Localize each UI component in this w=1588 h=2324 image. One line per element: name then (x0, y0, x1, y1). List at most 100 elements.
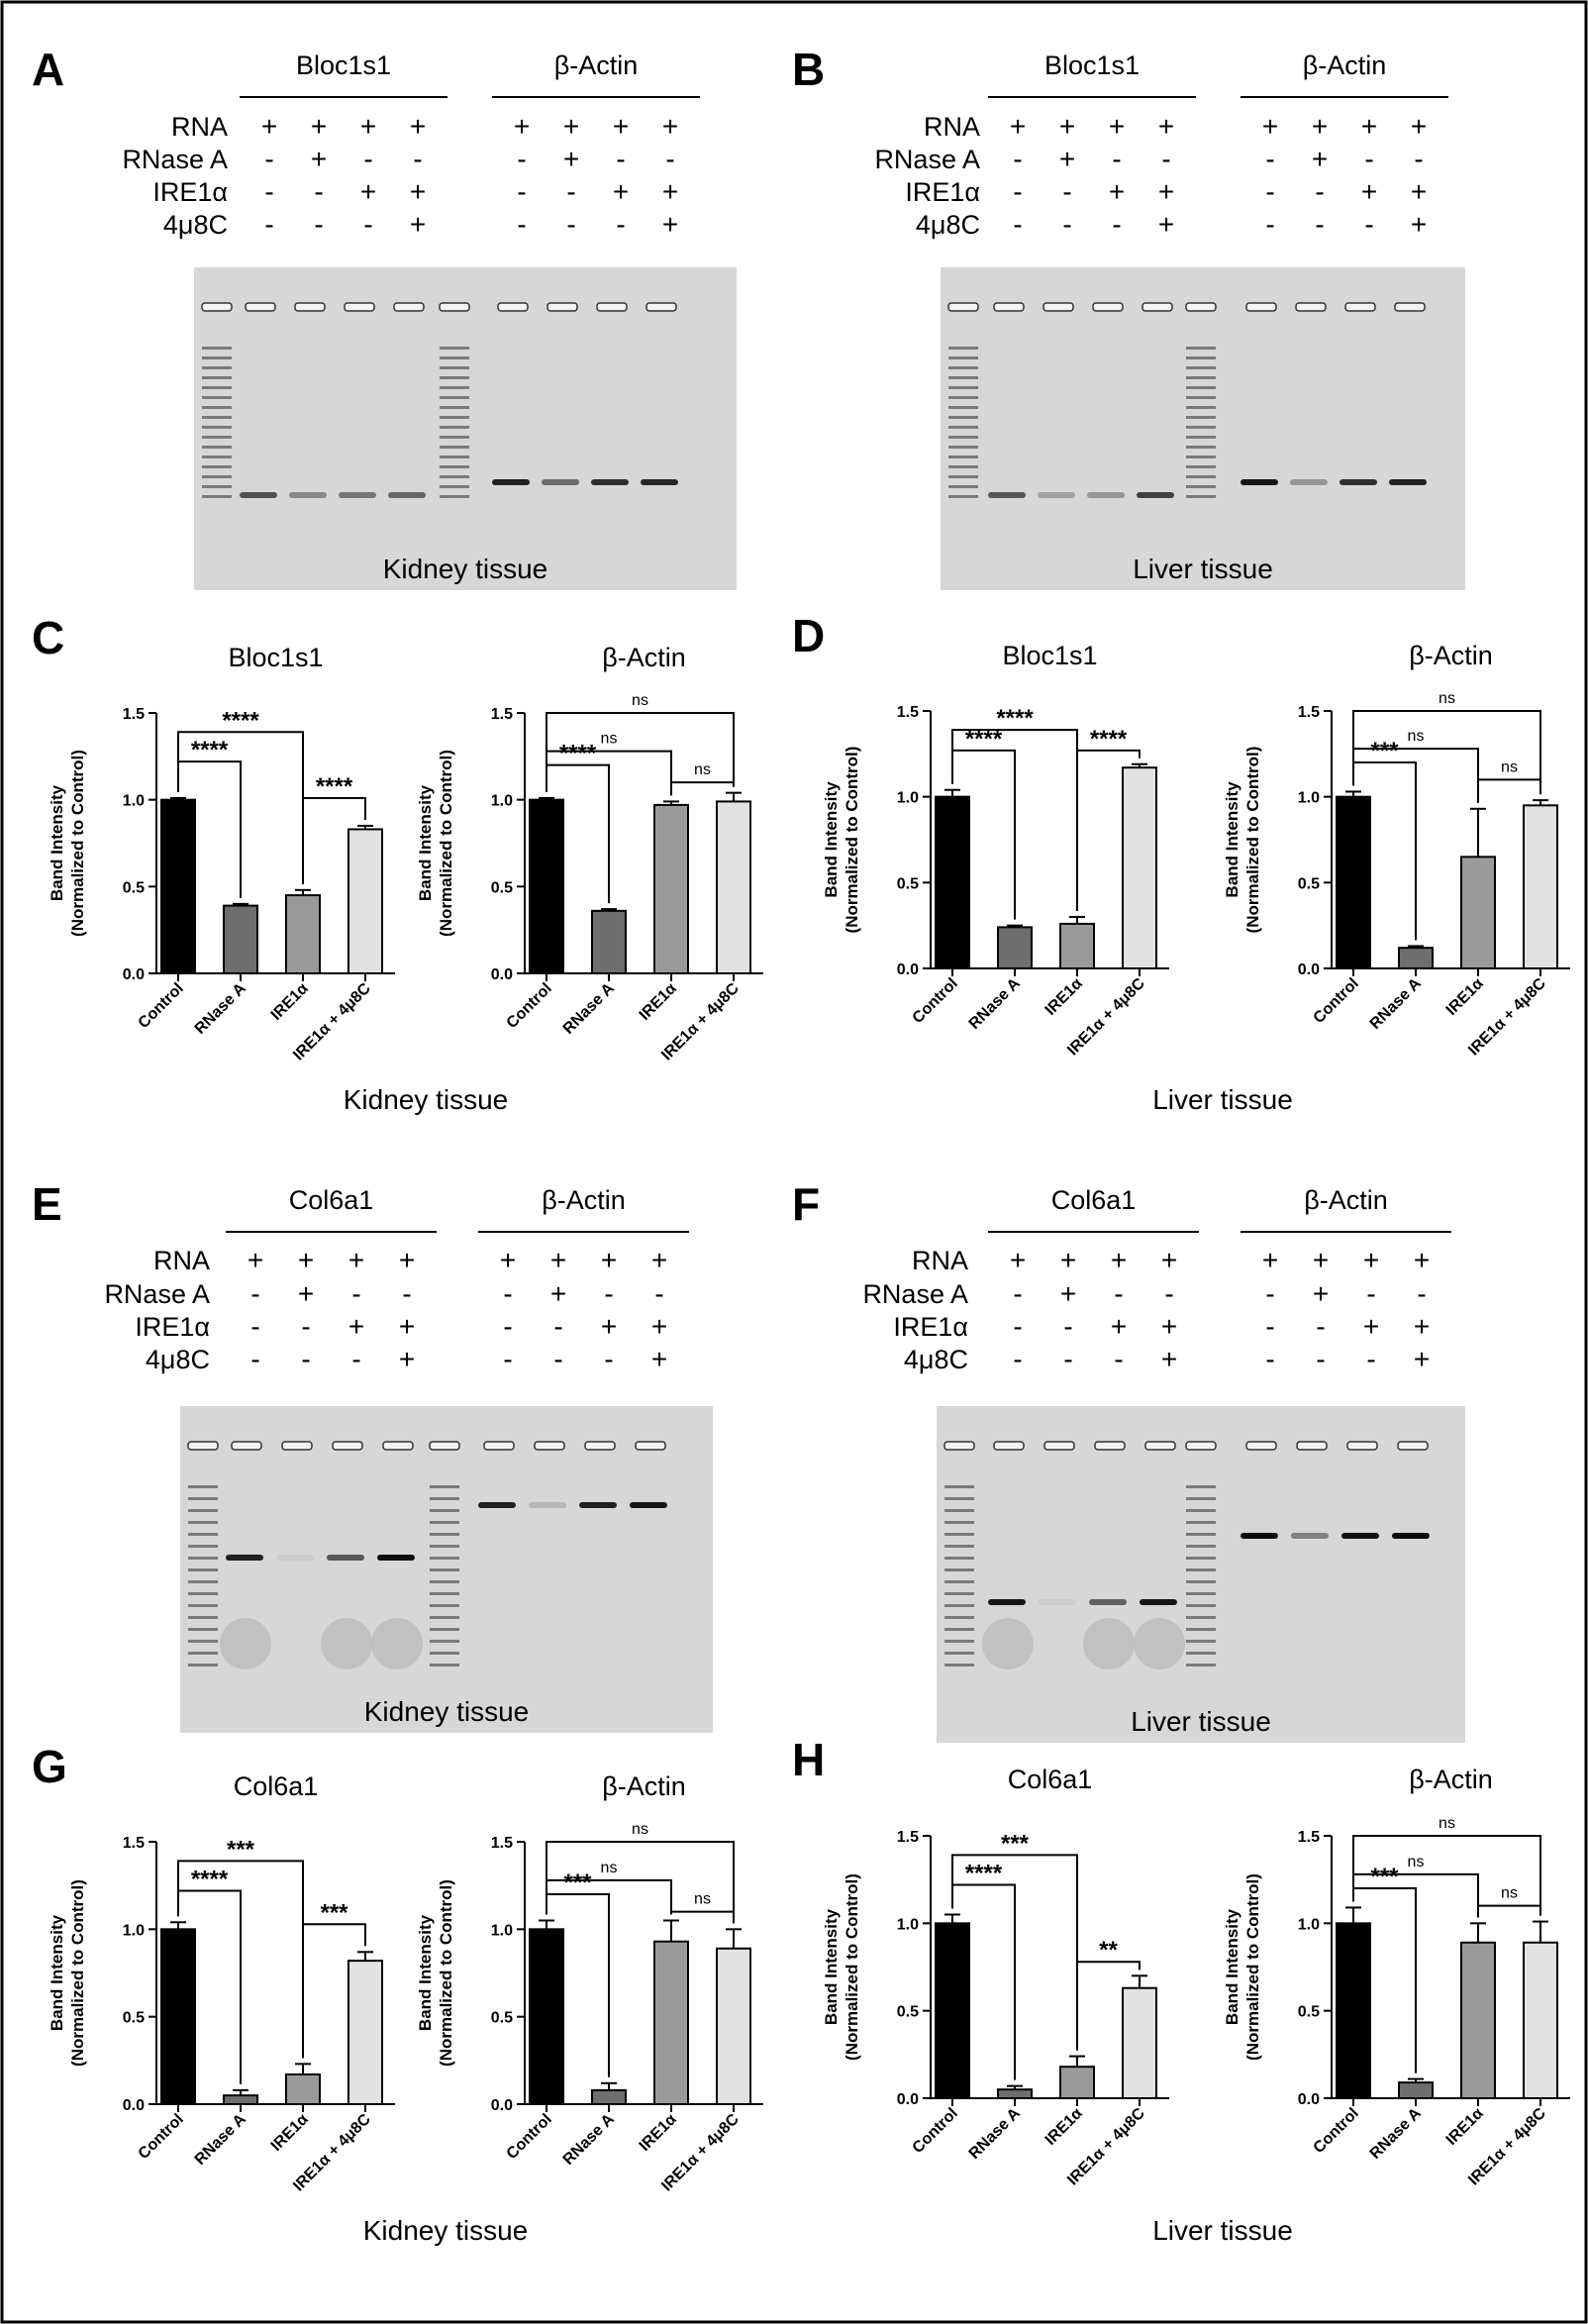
bar (1122, 766, 1157, 970)
ladder-band (1186, 1509, 1216, 1512)
gel-target-header: Col6a1 (1051, 1185, 1137, 1215)
y-axis-label-line: Band Intensity (1223, 1908, 1241, 2025)
tissue-caption: Kidney tissue (363, 2215, 529, 2246)
condition-sign: - (604, 1344, 613, 1374)
gel-well (1397, 1441, 1429, 1451)
condition-sign: + (399, 1344, 415, 1374)
condition-sign: + (1060, 1245, 1076, 1275)
condition-sign: - (301, 1311, 310, 1342)
y-tick-label: 0.0 (123, 2097, 145, 2114)
ladder-band (948, 366, 978, 369)
gel-smear (1083, 1618, 1135, 1669)
condition-sign: - (665, 144, 674, 174)
condition-sign: - (1364, 209, 1373, 240)
ladder-band (1186, 1521, 1216, 1524)
chart-title: β-Actin (602, 1771, 686, 1801)
condition-sign: + (1111, 1311, 1127, 1342)
gel-well (429, 1441, 460, 1451)
condition-sign: + (1361, 111, 1377, 142)
condition-sign: - (503, 1278, 512, 1309)
ladder-band (948, 386, 978, 389)
bar (1336, 795, 1371, 970)
condition-sign: + (662, 209, 678, 240)
significance-label: *** (1370, 738, 1399, 764)
condition-sign: + (1312, 144, 1328, 174)
ladder-band (188, 1580, 218, 1583)
ladder-band (440, 386, 469, 389)
gel-target-header: Col6a1 (289, 1185, 374, 1215)
gel-control-header: β-Actin (542, 1185, 626, 1215)
condition-label: RNA (171, 112, 228, 142)
condition-sign: - (264, 144, 273, 174)
bar (935, 1922, 970, 2100)
condition-sign: + (1010, 1245, 1026, 1275)
condition-label: IRE1α (135, 1312, 210, 1342)
bar (716, 800, 751, 974)
ladder-band (202, 366, 232, 369)
condition-sign: + (1010, 111, 1026, 142)
y-tick-label: 1.0 (897, 1916, 919, 1933)
gel-band (1137, 492, 1174, 498)
significance-label: *** (1001, 1830, 1030, 1857)
condition-sign: - (1114, 1344, 1123, 1374)
condition-sign: - (1013, 1311, 1022, 1342)
gel-tissue-caption: Liver tissue (1133, 554, 1273, 584)
condition-sign: - (1013, 1344, 1022, 1374)
condition-sign: + (1059, 144, 1075, 174)
panel-letter: A (32, 44, 64, 95)
significance-label: *** (563, 1869, 592, 1896)
ladder-band (948, 465, 978, 468)
gel-band (388, 492, 426, 498)
condition-sign: + (1313, 1278, 1329, 1309)
ladder-band (430, 1485, 459, 1488)
condition-label: RNA (924, 112, 980, 142)
condition-sign: + (311, 111, 327, 142)
bar (653, 803, 689, 975)
y-tick-label: 1.5 (897, 1829, 919, 1846)
condition-sign: + (1161, 1344, 1177, 1374)
condition-sign: + (550, 1278, 566, 1309)
y-tick-label: 0.5 (491, 879, 513, 896)
y-axis-label-line: Band Intensity (416, 1914, 435, 2031)
condition-sign: + (1109, 111, 1125, 142)
bar (347, 1960, 383, 2105)
gel-target-header: Bloc1s1 (1044, 51, 1140, 80)
y-tick-label: 0.5 (897, 2004, 919, 2021)
significance-label: ns (632, 1821, 648, 1838)
bar (997, 926, 1033, 970)
ladder-band (440, 485, 469, 488)
condition-sign: + (348, 1245, 364, 1275)
y-tick-label: 0.0 (491, 966, 513, 983)
ladder-band (430, 1580, 459, 1583)
ladder-band (188, 1664, 218, 1667)
ladder-band (944, 1509, 974, 1512)
gel-well (635, 1441, 666, 1451)
significance-label: **** (1090, 726, 1128, 753)
ladder-band (1186, 1557, 1216, 1560)
ladder-band (202, 356, 232, 359)
ladder-band (948, 406, 978, 409)
ladder-band (1186, 1485, 1216, 1488)
ladder-band (1186, 1592, 1216, 1595)
ladder-band (1186, 347, 1216, 350)
condition-sign: - (351, 1278, 360, 1309)
ladder-band (188, 1568, 218, 1571)
ladder-band (1186, 485, 1216, 488)
condition-sign: - (1417, 1278, 1426, 1309)
condition-sign: - (1364, 144, 1373, 174)
gel-well (281, 1441, 313, 1451)
ladder-band (202, 416, 232, 419)
gel-well (294, 302, 326, 312)
condition-sign: - (517, 176, 526, 207)
condition-sign: - (1063, 1311, 1072, 1342)
ladder-band (430, 1652, 459, 1655)
condition-sign: - (604, 1278, 613, 1309)
gel-well (1295, 302, 1327, 312)
significance-bracket (1477, 778, 1541, 803)
significance-label: *** (1370, 1864, 1399, 1890)
condition-sign: + (410, 176, 426, 207)
significance-label: ns (1501, 1885, 1518, 1902)
condition-sign: - (1164, 1278, 1173, 1309)
